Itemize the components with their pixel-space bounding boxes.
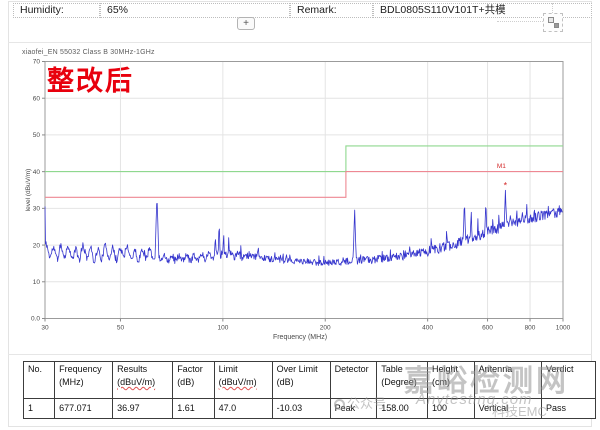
table-cell: 100 — [427, 398, 475, 419]
column-header: Height (cm) — [427, 361, 475, 399]
column-header: Verdict — [541, 361, 596, 399]
table-cell: Vertical — [473, 398, 543, 419]
y-tick-label: 40 — [33, 169, 41, 176]
x-tick-label: 400 — [422, 325, 433, 332]
x-tick-label: 50 — [117, 325, 125, 332]
table-cell: Pass — [541, 398, 596, 419]
marker-m1-label: M1 — [497, 163, 506, 170]
x-tick-label: 1000 — [556, 325, 571, 332]
guide-line — [552, 3, 553, 13]
column-header: Results (dBuV/m) — [112, 361, 174, 399]
x-tick-label: 600 — [482, 325, 493, 332]
guide-line — [497, 21, 543, 22]
column-header: Limit (dBuV/m) — [213, 361, 273, 399]
emc-spectrum-chart: * M1 30 50 100 200 400 600 800 1000 70 60 50 40 30 20 10… — [31, 59, 571, 332]
column-header: Antenna — [473, 361, 543, 399]
y-tick-label: 70 — [33, 59, 41, 66]
y-tick-label: 20 — [33, 242, 41, 249]
y-tick-label: 60 — [33, 95, 41, 102]
table-cell: 677.071 — [54, 398, 114, 419]
table-row: 1 677.071 36.97 1.61 47.0 -10.03 Peak 158.00 100… — [22, 398, 596, 419]
plot-frame — [44, 61, 564, 319]
table-cell: Peak — [329, 398, 378, 419]
x-tick-label: 800 — [525, 325, 536, 332]
column-header: Over Limit (dB) — [271, 361, 331, 399]
chart-title: xiaofei_EN 55032 Class B 30MHz-1GHz — [22, 49, 155, 56]
table-cell: 158.00 — [376, 398, 429, 419]
marker-m1-star: * — [504, 181, 508, 191]
margin-line-red — [45, 171, 563, 198]
resize-handle-icon[interactable] — [543, 13, 563, 32]
resize-square-icon — [548, 17, 554, 23]
y-axis-title: level (dBuV/m) — [25, 168, 32, 212]
y-tick-label: 50 — [33, 132, 41, 139]
separator — [8, 354, 592, 355]
resize-square-icon — [554, 23, 559, 28]
panel-frame — [8, 1, 592, 427]
x-tick-label: 100 — [217, 325, 228, 332]
x-tick-label: 200 — [320, 325, 331, 332]
spectrum-trace — [44, 189, 563, 266]
y-tick-label: 10 — [33, 279, 41, 286]
limit-line-green — [45, 145, 563, 173]
humidity-value[interactable]: 65% — [100, 3, 290, 18]
add-row-button[interactable]: + — [237, 17, 255, 30]
x-tick-label: 30 — [41, 325, 49, 332]
column-header: Factor (dB) — [172, 361, 215, 399]
humidity-label: Humidity: — [13, 3, 100, 18]
results-table: No. Frequency (MHz) Results (dBuV/m) Factor (d… — [22, 361, 596, 419]
y-tick-label: 0.0 — [31, 316, 40, 323]
remark-label: Remark: — [290, 3, 373, 18]
y-tick-label: 30 — [33, 206, 41, 213]
x-axis-title: Frequency (MHz) — [272, 334, 328, 341]
table-cell: 47.0 — [213, 398, 273, 419]
table-cell: -10.03 — [271, 398, 331, 419]
table-header-row: No. Frequency (MHz) Results (dBuV/m) Factor (d… — [22, 361, 596, 399]
table-cell: 36.97 — [112, 398, 174, 419]
rectified-annotation: 整改后 — [47, 66, 134, 96]
column-header: Table (Degree) — [376, 361, 429, 399]
table-cell: 1.61 — [172, 398, 215, 419]
column-header: No. — [22, 361, 56, 399]
column-header: Frequency (MHz) — [54, 361, 114, 399]
separator — [8, 42, 592, 43]
table-cell: 1 — [22, 398, 56, 419]
column-header: Detector — [329, 361, 378, 399]
remark-value[interactable]: BDL0805S110V101T+共模 — [373, 3, 592, 18]
